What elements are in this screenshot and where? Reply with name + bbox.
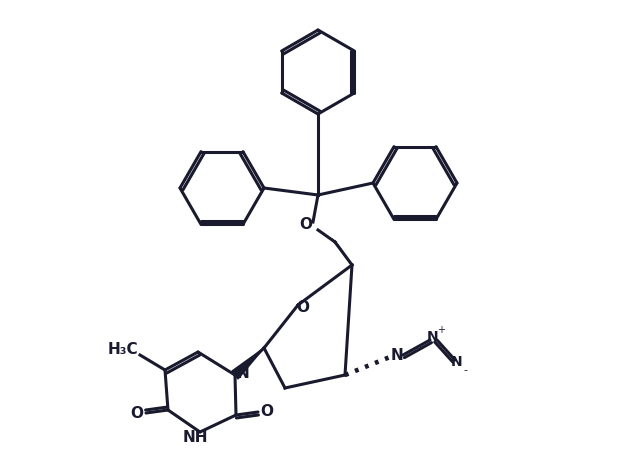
Text: NH: NH xyxy=(182,430,208,445)
Text: N: N xyxy=(390,347,403,362)
Polygon shape xyxy=(332,239,352,265)
Text: O: O xyxy=(131,406,143,421)
Text: N: N xyxy=(237,366,250,381)
Polygon shape xyxy=(232,348,264,379)
Text: N: N xyxy=(451,355,463,369)
Text: O: O xyxy=(296,299,310,314)
Text: +: + xyxy=(437,325,445,335)
Text: -: - xyxy=(463,365,467,375)
Text: N: N xyxy=(427,330,439,344)
Text: H₃C: H₃C xyxy=(108,343,138,358)
Text: O: O xyxy=(300,217,312,232)
Text: O: O xyxy=(260,405,273,420)
